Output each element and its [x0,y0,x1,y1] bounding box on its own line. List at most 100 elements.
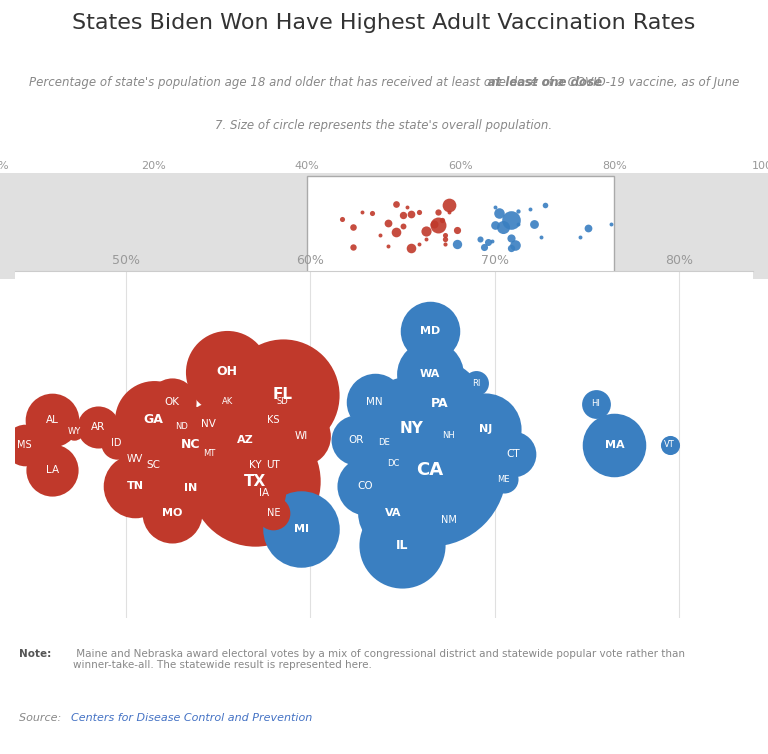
Text: NV: NV [201,419,217,429]
Text: States Biden Won Have Highest Adult Vaccination Rates: States Biden Won Have Highest Adult Vacc… [72,14,696,33]
Point [433,398,445,410]
Text: WV: WV [127,454,144,464]
Point [442,430,455,442]
Point [366,207,379,219]
Point [493,207,505,219]
Point [378,437,390,449]
Point [389,225,402,238]
Point [512,205,525,217]
Text: UT: UT [266,461,280,470]
Text: IN: IN [184,483,197,493]
Text: Centers for Disease Control and Prevention: Centers for Disease Control and Preventi… [71,713,312,723]
Text: NJ: NJ [478,424,492,434]
Point [276,395,289,407]
Point [505,232,517,244]
Text: MD: MD [420,326,440,336]
Point [295,430,307,442]
Text: NC: NC [180,438,200,452]
Text: OR: OR [349,435,364,446]
Point [369,395,381,407]
Text: ME: ME [498,474,510,483]
Point [258,487,270,499]
Text: MI: MI [293,524,309,535]
Point [184,483,197,495]
Text: LA: LA [45,465,59,475]
Point [505,242,517,254]
Point [267,459,280,471]
Point [439,232,452,244]
Point [267,507,280,520]
Point [166,507,178,520]
Text: DE: DE [378,438,390,447]
Text: IL: IL [396,539,409,552]
Point [497,221,509,233]
Point [249,459,261,471]
Point [240,434,252,446]
Text: ND: ND [175,422,187,431]
Point [267,414,280,426]
Text: KS: KS [267,415,280,425]
Point [489,201,502,213]
FancyBboxPatch shape [307,176,614,277]
Text: OK: OK [164,397,180,406]
Point [397,209,409,221]
Point [387,457,399,469]
Point [397,220,409,232]
Text: HI: HI [591,400,601,408]
Point [359,480,372,492]
Text: TN: TN [127,481,144,491]
Text: NE: NE [266,508,280,518]
Text: IA: IA [259,488,270,498]
Point [389,198,402,210]
Point [470,377,482,389]
Text: AL: AL [46,415,58,425]
Point [396,539,409,551]
Text: WY: WY [68,427,81,436]
Point [412,207,425,219]
Point [295,523,307,535]
Point [442,514,455,526]
Text: NM: NM [441,515,456,525]
Point [489,219,502,231]
Text: SC: SC [147,461,161,470]
Point [336,213,348,225]
Point [424,464,436,476]
Text: AK: AK [222,397,233,406]
Text: 7. Size of circle represents the state's overall population.: 7. Size of circle represents the state's… [216,119,552,133]
Point [111,437,123,449]
Point [590,398,602,410]
Point [18,439,31,451]
Text: Source:: Source: [19,713,65,723]
Point [420,233,432,245]
Point [535,231,548,244]
Point [347,221,359,233]
Point [46,414,58,426]
Point [129,452,141,464]
Point [505,214,517,226]
Point [184,439,197,451]
Text: at least one dose: at least one dose [166,76,602,89]
Text: RI: RI [472,379,480,388]
Point [129,480,141,492]
Text: SD: SD [276,397,289,406]
Point [387,507,399,520]
Text: FL: FL [273,387,293,402]
Text: CO: CO [358,481,373,491]
Point [443,206,455,218]
Point [350,434,362,446]
Text: CA: CA [416,461,444,479]
Point [524,203,536,215]
Point [147,459,160,471]
Point [147,414,160,426]
Text: Percentage of state's population age 18 and older that has received at least one: Percentage of state's population age 18 … [29,76,739,89]
Text: DC: DC [387,458,399,467]
Text: OH: OH [217,366,238,379]
Point [46,464,58,476]
Point [574,231,586,243]
Point [424,325,436,337]
Point [405,208,417,220]
Point [439,238,452,250]
Point [68,425,81,437]
Text: WI: WI [294,431,308,441]
Point [221,366,233,378]
